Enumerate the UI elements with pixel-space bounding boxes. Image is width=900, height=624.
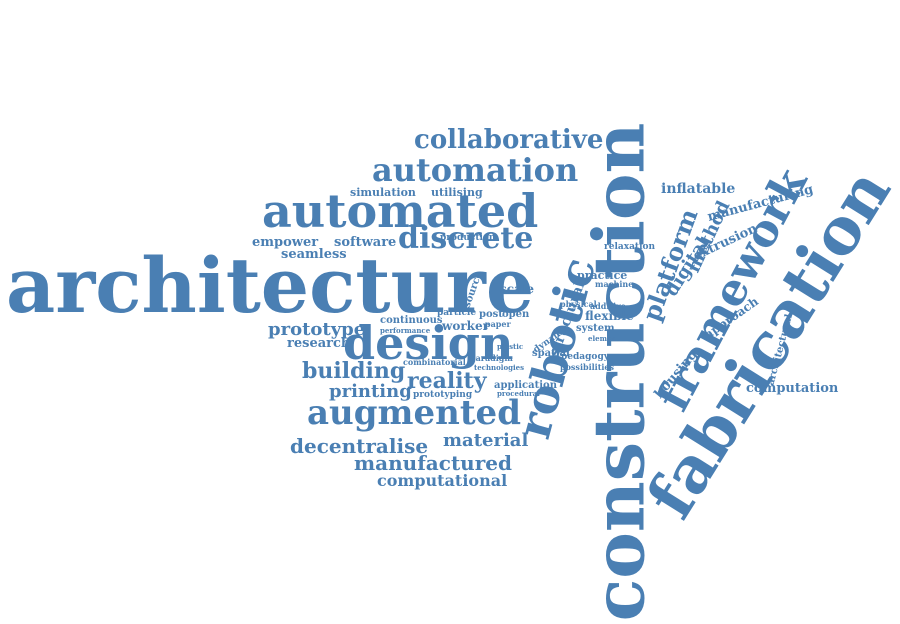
word-application: application	[494, 380, 557, 391]
word-empower: empower	[252, 235, 319, 250]
word-system: system	[576, 323, 615, 334]
word-relaxation: relaxation	[604, 242, 656, 252]
word-combinatorial: combinatorial	[403, 357, 466, 367]
word-inflatable: inflatable	[661, 181, 736, 197]
word-building: building	[302, 358, 406, 384]
word-computation: computation	[746, 381, 839, 396]
word-design: design	[343, 316, 514, 370]
word-spatial: spatial	[532, 348, 570, 359]
word-particle: particle	[437, 308, 477, 318]
word-pedagogy: pedagogy	[561, 352, 609, 362]
word-possibilities: possibilities	[560, 362, 615, 372]
word-physical: physical	[560, 299, 597, 309]
word-paradigm: paradigm	[470, 353, 513, 363]
word-augmented: augmented	[307, 393, 521, 433]
word-computational: computational	[377, 471, 508, 490]
word-manufactured: manufactured	[354, 451, 512, 475]
word-machine: machine	[595, 279, 634, 289]
word-utilising: utilising	[431, 186, 483, 199]
word-discrete: discrete	[398, 221, 534, 256]
word-open: open	[502, 309, 530, 320]
word-production: production	[440, 233, 496, 243]
word-element: element	[588, 334, 620, 343]
word-scale: scale	[500, 282, 535, 296]
word-worker: worker	[442, 319, 489, 333]
word-flexible: flexible	[585, 309, 634, 323]
word-practice: practice	[577, 269, 628, 282]
word-research: research	[287, 336, 351, 351]
word-paper: paper	[485, 319, 511, 329]
word-decentralise: decentralise	[290, 434, 429, 458]
word-automated: automated	[262, 184, 539, 238]
word-printing: printing	[329, 381, 412, 402]
word-material: material	[443, 430, 529, 451]
word-prototype: prototype	[268, 319, 366, 340]
word-seamless: seamless	[281, 247, 347, 262]
word-reality: reality	[407, 368, 487, 394]
word-software: software	[334, 235, 397, 250]
word-collaborative: collaborative	[414, 125, 604, 155]
word-post: post	[479, 309, 503, 320]
word-construction: construction	[577, 122, 661, 622]
word-technologies: technologies	[474, 363, 525, 372]
word-performance: performance	[380, 326, 431, 335]
word-simulation: simulation	[350, 186, 416, 199]
word-prototyping: prototyping	[413, 390, 473, 400]
word-plastic: plastic	[497, 342, 524, 351]
word-architecture: architecture	[6, 241, 535, 330]
word-additive: additive	[590, 301, 626, 311]
word-procedural: procedural	[497, 389, 540, 398]
word-automation: automation	[372, 151, 579, 189]
word-continuous: continuous	[380, 315, 443, 326]
